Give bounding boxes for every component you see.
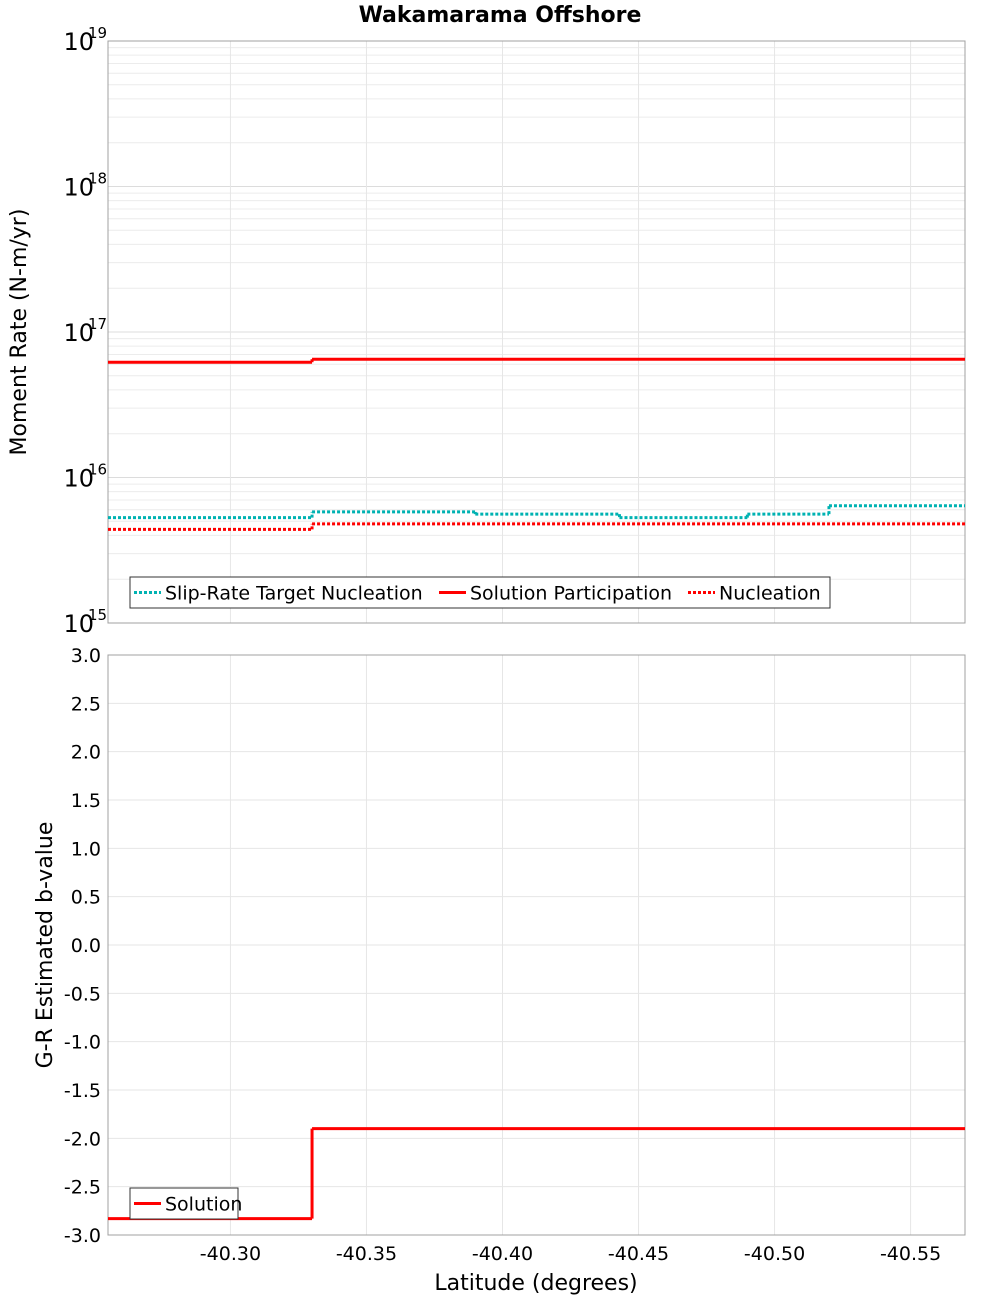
- x-tick-label: -40.40: [472, 1243, 533, 1265]
- top-y-axis-label: Moment Rate (N-m/yr): [7, 209, 32, 456]
- series-slip-rate-target-nucleation: [108, 504, 965, 520]
- y-tick-exponent: 18: [88, 170, 107, 188]
- y-tick-label: -2.5: [64, 1177, 101, 1199]
- y-tick-base: 10: [63, 319, 94, 347]
- legend-label: Slip-Rate Target Nucleation: [165, 583, 423, 605]
- y-tick-label: 2.5: [71, 693, 101, 715]
- y-tick-exponent: 17: [88, 315, 107, 333]
- top-panel-legend: Slip-Rate Target Nucleation Solution Part…: [129, 576, 831, 609]
- x-tick-label: -40.35: [336, 1243, 397, 1265]
- y-tick-base: 10: [63, 465, 94, 493]
- y-tick-label: 3.0: [71, 645, 101, 667]
- bottom-panel-frame: [107, 654, 966, 1236]
- y-tick-label: -1.5: [64, 1080, 101, 1102]
- series-nucleation: [108, 522, 965, 531]
- y-tick-base: 10: [63, 28, 94, 56]
- y-tick-base: 10: [63, 610, 94, 638]
- y-tick-exponent: 19: [88, 24, 107, 42]
- legend-label: Nucleation: [719, 583, 821, 605]
- y-tick-label: 1.0: [71, 838, 101, 860]
- x-axis-ticks: -40.30 -40.35 -40.40 -40.45 -40.50 -40.55: [200, 1243, 941, 1265]
- y-tick-exponent: 15: [88, 606, 107, 624]
- bottom-panel-legend: Solution: [129, 1187, 242, 1220]
- bottom-panel-grid: [108, 654, 965, 1236]
- y-tick-label: -0.5: [64, 983, 101, 1005]
- legend-box: [129, 576, 831, 609]
- x-axis-label: Latitude (degrees): [434, 1271, 637, 1296]
- bottom-y-axis-label: G-R Estimated b-value: [33, 822, 58, 1069]
- top-panel-grid: [108, 41, 965, 624]
- x-tick-label: -40.45: [608, 1243, 669, 1265]
- x-tick-label: -40.30: [200, 1243, 261, 1265]
- y-tick-label: -1.0: [64, 1032, 101, 1054]
- y-tick-label: 2.0: [71, 742, 101, 764]
- y-tick-label: -3.0: [64, 1225, 101, 1247]
- legend-label: Solution Participation: [470, 583, 672, 605]
- y-tick-label: 1.5: [71, 790, 101, 812]
- y-tick-base: 10: [63, 174, 94, 202]
- bottom-panel-y-ticks: -3.0 -2.5 -2.0 -1.5 -1.0 -0.5 0.0 0.5 1.0 1.5 2.0 2…: [64, 645, 101, 1247]
- legend-label: Solution: [165, 1194, 242, 1216]
- top-panel-series: [108, 357, 965, 531]
- chart-title: Wakamarama Offshore: [359, 3, 642, 28]
- y-tick-exponent: 16: [88, 461, 107, 479]
- x-tick-label: -40.55: [880, 1243, 941, 1265]
- y-tick-label: 0.5: [71, 887, 101, 909]
- y-tick-label: 0.0: [71, 935, 101, 957]
- x-tick-label: -40.50: [744, 1243, 805, 1265]
- series-solution-participation: [108, 357, 965, 364]
- top-panel-frame: [107, 40, 966, 624]
- y-tick-label: -2.0: [64, 1128, 101, 1150]
